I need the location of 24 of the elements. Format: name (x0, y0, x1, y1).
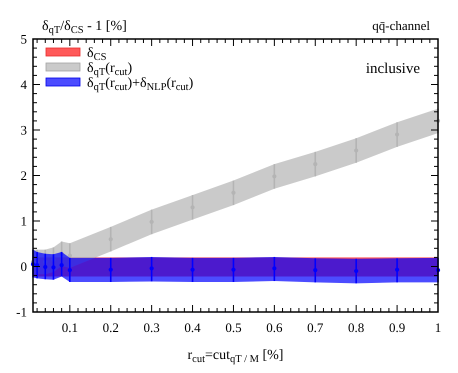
y-tick-label: 3 (20, 122, 27, 138)
legend-label: δ$_{qT}$(r$_{cut}$) (87, 61, 132, 78)
x-tick-label: 0.9 (388, 320, 406, 335)
y-tick-label: 5 (20, 32, 27, 46)
y-tick-label: 2 (20, 168, 27, 183)
y-tick-label: 0 (20, 259, 27, 274)
x-tick-label: 0.2 (102, 320, 119, 335)
x-tick-label: 0.8 (348, 320, 364, 335)
x-tick-label: 0.5 (225, 320, 242, 335)
y-tick-label: 4 (20, 77, 28, 92)
text: δ$_{qT}$(r$_{cut}$)+δ$_{NLP}$(r$_{cut}$) (87, 76, 194, 93)
x-tick-label: 0.7 (307, 320, 324, 335)
x-tick-label: 1 (434, 320, 442, 335)
x-tick-label: 0.4 (184, 320, 202, 335)
annotation: inclusive (366, 61, 420, 77)
x-tick-label: 0.1 (62, 320, 78, 335)
x-axis-title: r$_{cut}$=cut$_{qT / M}$ [%] (188, 348, 284, 365)
y-tick-label: -1 (16, 304, 27, 320)
x-tick-label: 0.6 (266, 320, 283, 335)
legend-label: δ$_{CS}$ (87, 46, 107, 63)
y-axis-title: δ$_{qT}$/δ$_{CS}$ - 1 [%] (42, 19, 127, 36)
y-tick-label: 1 (20, 214, 27, 228)
text: qq̄-channel (372, 18, 430, 33)
x-tick-label: 0.3 (144, 320, 160, 335)
